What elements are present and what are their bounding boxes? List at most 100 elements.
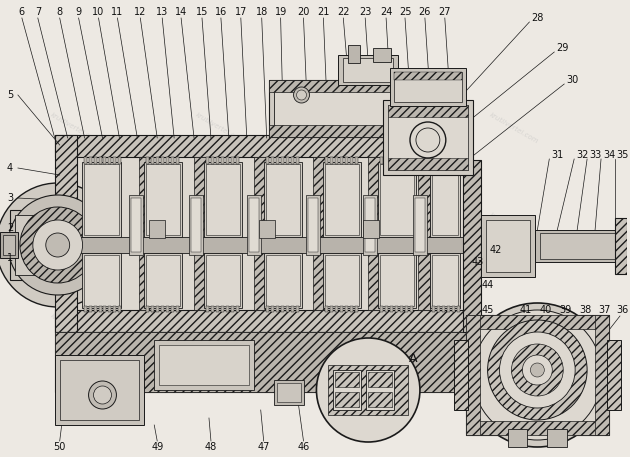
- Circle shape: [93, 386, 112, 404]
- Polygon shape: [380, 306, 383, 312]
- Text: 9: 9: [76, 7, 82, 17]
- Polygon shape: [247, 195, 261, 255]
- Polygon shape: [355, 306, 358, 312]
- Text: krutilvertel.com: krutilvertel.com: [488, 313, 540, 345]
- Polygon shape: [236, 306, 239, 312]
- Polygon shape: [280, 306, 284, 312]
- Polygon shape: [266, 157, 268, 164]
- Text: 8: 8: [57, 7, 63, 17]
- Polygon shape: [326, 164, 359, 235]
- Polygon shape: [536, 230, 615, 262]
- Polygon shape: [206, 164, 240, 235]
- Text: 23: 23: [359, 7, 372, 17]
- Polygon shape: [55, 332, 467, 392]
- Polygon shape: [350, 157, 353, 164]
- Polygon shape: [508, 429, 527, 447]
- Polygon shape: [0, 232, 18, 258]
- Polygon shape: [271, 157, 273, 164]
- Polygon shape: [151, 306, 154, 312]
- Polygon shape: [328, 365, 408, 415]
- Polygon shape: [394, 72, 462, 102]
- Circle shape: [488, 320, 587, 420]
- Polygon shape: [55, 237, 467, 253]
- Polygon shape: [306, 195, 321, 255]
- Polygon shape: [266, 164, 299, 235]
- Polygon shape: [340, 157, 343, 164]
- Polygon shape: [268, 125, 453, 137]
- Polygon shape: [60, 360, 139, 420]
- Polygon shape: [103, 157, 106, 164]
- Text: 42: 42: [490, 245, 501, 255]
- Polygon shape: [146, 306, 149, 312]
- Text: 49: 49: [151, 442, 163, 452]
- Polygon shape: [118, 157, 122, 164]
- Circle shape: [20, 207, 96, 283]
- Polygon shape: [211, 306, 214, 312]
- Circle shape: [46, 233, 70, 257]
- Circle shape: [294, 87, 309, 103]
- Polygon shape: [131, 198, 141, 252]
- Polygon shape: [388, 105, 467, 117]
- Text: krutilvertel.com: krutilvertel.com: [50, 212, 101, 245]
- Polygon shape: [400, 157, 403, 164]
- Polygon shape: [206, 306, 209, 312]
- Circle shape: [0, 183, 120, 307]
- Polygon shape: [326, 306, 328, 312]
- Polygon shape: [326, 255, 359, 306]
- Text: 14: 14: [175, 7, 187, 17]
- Polygon shape: [146, 157, 149, 164]
- Polygon shape: [418, 157, 430, 310]
- Text: krutilvertel.com: krutilvertel.com: [50, 112, 101, 144]
- Polygon shape: [323, 253, 361, 308]
- Polygon shape: [364, 220, 379, 238]
- Polygon shape: [452, 306, 455, 312]
- Polygon shape: [280, 157, 284, 164]
- Circle shape: [530, 363, 544, 377]
- Text: krutilvertel.com: krutilvertel.com: [194, 212, 245, 245]
- Polygon shape: [326, 157, 328, 164]
- Polygon shape: [159, 345, 249, 385]
- Text: 7: 7: [35, 7, 41, 17]
- Polygon shape: [204, 253, 242, 308]
- Text: 33: 33: [589, 150, 601, 160]
- Polygon shape: [194, 157, 206, 310]
- Polygon shape: [437, 157, 440, 164]
- Polygon shape: [295, 157, 299, 164]
- Polygon shape: [226, 157, 229, 164]
- Polygon shape: [129, 195, 143, 255]
- Polygon shape: [285, 157, 289, 164]
- Polygon shape: [340, 306, 343, 312]
- Polygon shape: [268, 80, 453, 137]
- Polygon shape: [166, 157, 169, 164]
- Text: 2: 2: [7, 223, 13, 233]
- Text: 30: 30: [566, 75, 578, 85]
- Polygon shape: [171, 306, 174, 312]
- Polygon shape: [395, 157, 398, 164]
- Polygon shape: [98, 157, 101, 164]
- Polygon shape: [368, 372, 392, 387]
- Polygon shape: [206, 157, 209, 164]
- Polygon shape: [191, 198, 201, 252]
- Polygon shape: [264, 162, 302, 237]
- Circle shape: [466, 303, 609, 447]
- Polygon shape: [400, 306, 403, 312]
- Polygon shape: [93, 306, 96, 312]
- Text: 50: 50: [54, 442, 66, 452]
- Polygon shape: [430, 253, 460, 308]
- Polygon shape: [390, 306, 393, 312]
- Text: 28: 28: [531, 13, 544, 23]
- Polygon shape: [466, 315, 479, 435]
- Polygon shape: [108, 157, 112, 164]
- Circle shape: [512, 344, 563, 396]
- Polygon shape: [84, 306, 86, 312]
- Polygon shape: [383, 100, 472, 175]
- Polygon shape: [3, 235, 15, 255]
- Polygon shape: [146, 164, 180, 235]
- Text: A: A: [409, 351, 417, 365]
- Text: 4: 4: [7, 163, 13, 173]
- Polygon shape: [82, 253, 122, 308]
- Polygon shape: [314, 157, 326, 310]
- Text: 6: 6: [19, 7, 25, 17]
- Polygon shape: [273, 85, 448, 132]
- Polygon shape: [348, 45, 360, 63]
